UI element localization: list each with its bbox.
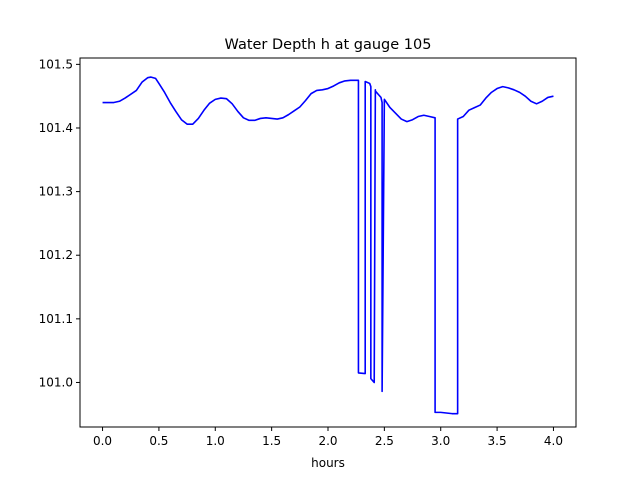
y-tick-label: 101.5 — [39, 57, 73, 71]
x-tick-label: 1.0 — [206, 434, 225, 448]
y-tick-label: 101.2 — [39, 248, 73, 262]
series-line — [102, 76, 554, 415]
y-tick-label: 101.4 — [39, 121, 73, 135]
y-tick-label: 101.0 — [39, 375, 73, 389]
x-tick-label: 3.0 — [431, 434, 450, 448]
x-tick-label: 0.0 — [93, 434, 112, 448]
x-axis-label: hours — [311, 456, 345, 470]
series-layer — [102, 76, 554, 415]
y-tick-label: 101.3 — [39, 185, 73, 199]
x-tick-label: 2.0 — [318, 434, 337, 448]
plot-frame — [79, 57, 577, 428]
x-tick-label: 3.5 — [488, 434, 507, 448]
x-tick-label: 1.5 — [262, 434, 281, 448]
x-tick-label: 0.5 — [149, 434, 168, 448]
x-tick-label: 2.5 — [375, 434, 394, 448]
x-tick-label: 4.0 — [544, 434, 563, 448]
ticks-layer: 0.0 0.5 1.0 1.5 2.0 2.5 3.0 3.5 4.0 101.0 101.1 101… — [39, 57, 563, 448]
y-tick-label: 101.1 — [39, 312, 73, 326]
chart-title: Water Depth h at gauge 105 — [225, 37, 432, 53]
